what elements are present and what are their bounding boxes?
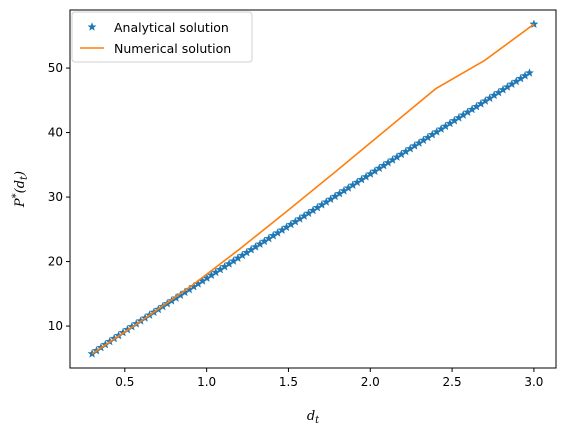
y-axis-label-superscript: * (11, 193, 22, 198)
x-tick-label: 1.0 (197, 375, 216, 389)
y-axis-label: P*(dt) (11, 171, 30, 208)
y-axis-label-close: ) (13, 171, 28, 177)
y-axis-label-args: (d (13, 180, 28, 193)
legend-label-numerical: Numerical solution (114, 41, 231, 56)
x-tick-label: 1.5 (279, 375, 298, 389)
y-tick-label: 40 (48, 126, 63, 140)
y-tick-label: 20 (48, 255, 63, 269)
numerical-line (91, 23, 535, 355)
legend-marker-analytical (87, 22, 97, 31)
analytical-point (524, 68, 535, 77)
y-tick-label: 50 (48, 61, 63, 75)
legend: Analytical solution Numerical solution (71, 11, 253, 63)
y-axis: 10 20 30 40 50 (48, 61, 70, 333)
legend-star-icon (87, 22, 97, 31)
x-tick-label: 0.5 (115, 375, 134, 389)
x-axis-label: dt (307, 409, 320, 426)
y-axis-label-subscript: t (19, 175, 30, 180)
x-axis: 0.5 1.0 1.5 2.0 2.5 3.0 (115, 368, 543, 389)
y-tick-label: 10 (48, 319, 63, 333)
legend-label-analytical: Analytical solution (114, 20, 229, 35)
x-axis-label-subscript: t (315, 415, 320, 426)
analytical-point (529, 19, 539, 29)
x-tick-label: 3.0 (524, 375, 543, 389)
series-layer (87, 19, 539, 358)
legend-box (71, 11, 253, 63)
x-tick-label: 2.5 (443, 375, 462, 389)
x-tick-label: 2.0 (361, 375, 380, 389)
plot-frame (69, 9, 557, 369)
y-tick-label: 30 (48, 190, 63, 204)
